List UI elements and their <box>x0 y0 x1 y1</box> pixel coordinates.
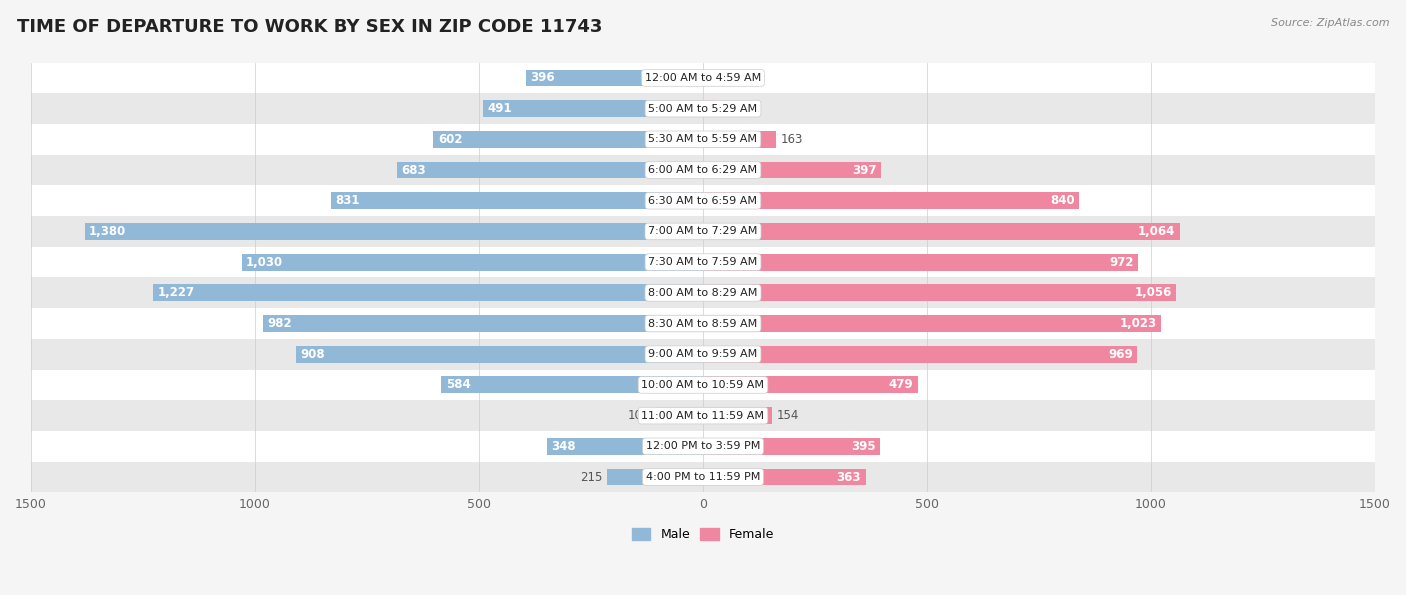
Text: 348: 348 <box>551 440 576 453</box>
Text: 1,023: 1,023 <box>1119 317 1157 330</box>
Bar <box>396 162 703 178</box>
Text: 8:30 AM to 8:59 AM: 8:30 AM to 8:59 AM <box>648 318 758 328</box>
Bar <box>703 315 1161 332</box>
Text: 840: 840 <box>1050 194 1074 207</box>
Bar <box>703 438 880 455</box>
Bar <box>433 131 703 148</box>
Text: TIME OF DEPARTURE TO WORK BY SEX IN ZIP CODE 11743: TIME OF DEPARTURE TO WORK BY SEX IN ZIP … <box>17 18 602 36</box>
Bar <box>31 216 1375 247</box>
Text: 1,030: 1,030 <box>246 256 283 268</box>
Bar <box>84 223 703 240</box>
Bar <box>31 308 1375 339</box>
Text: 4:00 PM to 11:59 PM: 4:00 PM to 11:59 PM <box>645 472 761 482</box>
Bar <box>703 192 1080 209</box>
Text: 584: 584 <box>446 378 471 392</box>
Bar <box>31 462 1375 492</box>
Text: 7:00 AM to 7:29 AM: 7:00 AM to 7:29 AM <box>648 227 758 236</box>
Bar <box>606 469 703 486</box>
Bar <box>703 162 882 178</box>
Bar <box>703 284 1177 301</box>
Text: 969: 969 <box>1108 347 1133 361</box>
Text: 683: 683 <box>402 164 426 177</box>
Text: 215: 215 <box>579 471 602 484</box>
Bar <box>441 377 703 393</box>
Text: 108: 108 <box>628 409 650 422</box>
Text: 10:00 AM to 10:59 AM: 10:00 AM to 10:59 AM <box>641 380 765 390</box>
Bar <box>263 315 703 332</box>
Bar <box>330 192 703 209</box>
Text: 8:00 AM to 8:29 AM: 8:00 AM to 8:29 AM <box>648 288 758 298</box>
Bar <box>297 346 703 363</box>
Bar <box>31 186 1375 216</box>
Bar <box>703 131 776 148</box>
Text: 12:00 PM to 3:59 PM: 12:00 PM to 3:59 PM <box>645 441 761 452</box>
Text: 396: 396 <box>530 71 555 84</box>
Text: 9:00 AM to 9:59 AM: 9:00 AM to 9:59 AM <box>648 349 758 359</box>
Bar <box>655 407 703 424</box>
Text: 831: 831 <box>335 194 360 207</box>
Bar <box>703 223 1180 240</box>
Bar <box>547 438 703 455</box>
Text: 1,056: 1,056 <box>1135 286 1171 299</box>
Bar <box>703 70 740 86</box>
Bar <box>703 346 1137 363</box>
Text: 7:30 AM to 7:59 AM: 7:30 AM to 7:59 AM <box>648 257 758 267</box>
Text: 982: 982 <box>267 317 292 330</box>
Bar <box>703 100 714 117</box>
Bar <box>153 284 703 301</box>
Bar <box>31 62 1375 93</box>
Text: 154: 154 <box>776 409 799 422</box>
Text: 5:00 AM to 5:29 AM: 5:00 AM to 5:29 AM <box>648 104 758 114</box>
Text: 1,064: 1,064 <box>1137 225 1175 238</box>
Bar <box>526 70 703 86</box>
Bar <box>31 400 1375 431</box>
Bar <box>31 93 1375 124</box>
Text: 6:30 AM to 6:59 AM: 6:30 AM to 6:59 AM <box>648 196 758 206</box>
Text: 163: 163 <box>780 133 803 146</box>
Legend: Male, Female: Male, Female <box>627 523 779 546</box>
Text: Source: ZipAtlas.com: Source: ZipAtlas.com <box>1271 18 1389 28</box>
Text: 1,227: 1,227 <box>157 286 195 299</box>
Bar <box>31 277 1375 308</box>
Bar <box>31 339 1375 369</box>
Bar <box>31 247 1375 277</box>
Text: 11:00 AM to 11:59 AM: 11:00 AM to 11:59 AM <box>641 411 765 421</box>
Bar <box>484 100 703 117</box>
Text: 479: 479 <box>889 378 912 392</box>
Bar <box>31 124 1375 155</box>
Bar <box>703 377 918 393</box>
Text: 12:00 AM to 4:59 AM: 12:00 AM to 4:59 AM <box>645 73 761 83</box>
Bar <box>31 431 1375 462</box>
Text: 6:00 AM to 6:29 AM: 6:00 AM to 6:29 AM <box>648 165 758 175</box>
Bar <box>31 155 1375 186</box>
Text: 5:30 AM to 5:59 AM: 5:30 AM to 5:59 AM <box>648 134 758 145</box>
Text: 395: 395 <box>851 440 876 453</box>
Text: 1,380: 1,380 <box>89 225 127 238</box>
Text: 83: 83 <box>745 71 759 84</box>
Text: 491: 491 <box>488 102 512 115</box>
Bar <box>703 469 866 486</box>
Text: 397: 397 <box>852 164 876 177</box>
Text: 602: 602 <box>437 133 463 146</box>
Text: 972: 972 <box>1109 256 1135 268</box>
Text: 25: 25 <box>718 102 734 115</box>
Bar <box>242 253 703 271</box>
Bar <box>31 369 1375 400</box>
Bar <box>703 407 772 424</box>
Bar <box>703 253 1139 271</box>
Text: 363: 363 <box>837 471 860 484</box>
Text: 908: 908 <box>301 347 325 361</box>
